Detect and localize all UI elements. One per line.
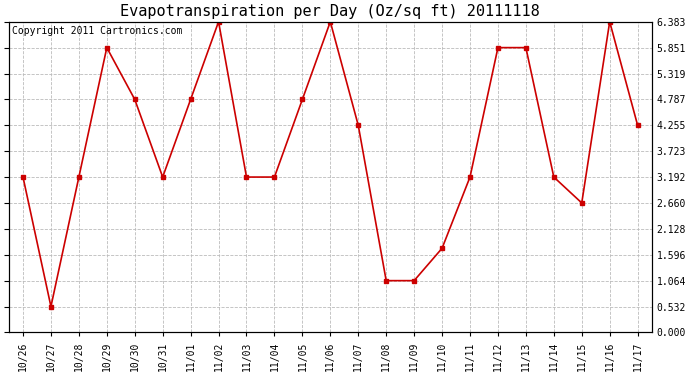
Title: Evapotranspiration per Day (Oz/sq ft) 20111118: Evapotranspiration per Day (Oz/sq ft) 20… (121, 4, 540, 19)
Text: Copyright 2011 Cartronics.com: Copyright 2011 Cartronics.com (12, 26, 183, 36)
